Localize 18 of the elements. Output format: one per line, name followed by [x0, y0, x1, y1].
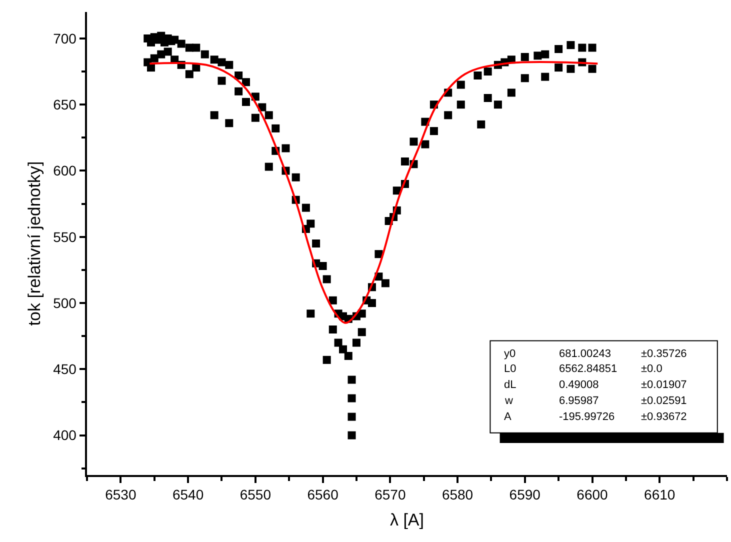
x-tick-label: 6590: [509, 486, 541, 503]
x-tick-label: 6550: [240, 486, 272, 503]
y-tick-label: 500: [53, 294, 77, 311]
y-tick-label: 400: [53, 427, 77, 444]
x-tick-label: 6610: [644, 486, 676, 503]
y-tick-label: 450: [53, 361, 77, 378]
x-tick-label: 6600: [576, 486, 608, 503]
x-axis-title: λ [A]: [390, 510, 424, 530]
y-tick-label: 700: [53, 30, 77, 46]
x-tick-label: 6570: [374, 486, 406, 503]
y-axis-title: tok [relativní jednotky]: [25, 161, 44, 326]
y-tick-label: 550: [53, 228, 77, 245]
x-tick-label: 6530: [105, 486, 136, 503]
x-tick-label: 6560: [307, 486, 339, 503]
x-tick-label: 6540: [172, 486, 204, 503]
y-tick-label: 650: [53, 96, 77, 112]
y-tick-label: 600: [53, 162, 77, 179]
x-tick-label: 6580: [442, 486, 474, 503]
